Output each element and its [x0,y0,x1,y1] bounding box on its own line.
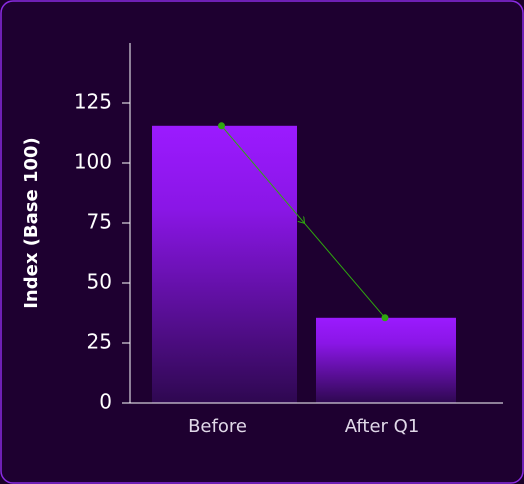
y-tick-label: 125 [74,90,112,114]
trend-point [381,314,389,322]
y-tick-label: 25 [87,330,112,354]
x-tick-label: Before [188,416,247,437]
y-axis-label: Index (Base 100) [21,137,42,309]
y-tick-label: 100 [74,150,112,174]
x-tick-label: After Q1 [345,416,420,437]
y-tick-label: 75 [87,210,112,234]
y-tick-label: 0 [99,390,112,414]
bar [152,125,297,404]
trend-line [221,125,386,319]
trend-point [218,122,225,130]
y-tick-label: 50 [87,270,112,294]
bar [316,317,456,403]
